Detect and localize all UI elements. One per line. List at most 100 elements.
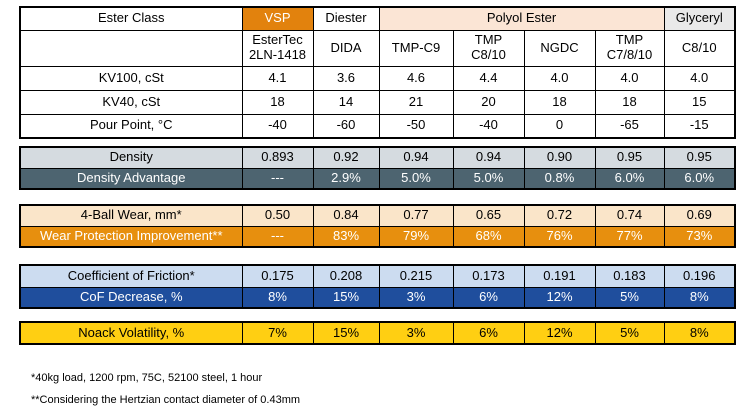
value-cell: -50 — [378, 113, 454, 139]
value-cell: 0.196 — [663, 264, 736, 288]
value-cell: 0.72 — [523, 204, 596, 227]
value-cell: 12% — [523, 286, 596, 309]
row-label: Density Advantage — [19, 167, 243, 190]
value-cell: 5% — [594, 286, 665, 309]
density-table: Density 0.893 0.92 0.94 0.94 0.90 0.95 0… — [19, 146, 736, 190]
row-label: CoF Decrease, % — [19, 286, 243, 309]
noack-volatility-row: Noack Volatility, % 7% 15% 3% 6% 12% 5% … — [19, 321, 736, 345]
footnotes: *40kg load, 1200 rpm, 75C, 52100 steel, … — [31, 367, 300, 411]
value-cell: 4.1 — [241, 65, 314, 91]
value-cell: 73% — [663, 225, 736, 248]
value-cell: 6% — [452, 286, 525, 309]
value-cell: 0.74 — [594, 204, 665, 227]
value-cell: 76% — [523, 225, 596, 248]
value-cell: 4.0 — [594, 65, 665, 91]
value-cell: 15% — [312, 321, 380, 345]
value-cell: -40 — [241, 113, 314, 139]
value-cell: 83% — [312, 225, 380, 248]
value-cell: 18 — [241, 89, 314, 115]
group-header-glyceryl: Glyceryl — [663, 6, 736, 31]
kv100-row: KV100, cSt 4.1 3.6 4.6 4.4 4.0 4.0 4.0 — [19, 65, 736, 91]
density-advantage-row: Density Advantage --- 2.9% 5.0% 5.0% 0.8… — [19, 167, 736, 190]
value-cell: 7% — [241, 321, 314, 345]
cof-decrease-row: CoF Decrease, % 8% 15% 3% 6% 12% 5% 8% — [19, 286, 736, 309]
value-cell: 4.6 — [378, 65, 454, 91]
four-ball-wear-row: 4-Ball Wear, mm* 0.50 0.84 0.77 0.65 0.7… — [19, 204, 736, 227]
value-cell: 0.95 — [594, 146, 665, 169]
coefficient-of-friction-row: Coefficient of Friction* 0.175 0.208 0.2… — [19, 264, 736, 288]
kv40-row: KV40, cSt 18 14 21 20 18 18 15 — [19, 89, 736, 115]
value-cell: -15 — [663, 113, 736, 139]
value-cell: 5.0% — [452, 167, 525, 190]
value-cell: 0.94 — [452, 146, 525, 169]
value-cell: 3% — [378, 286, 454, 309]
density-row: Density 0.893 0.92 0.94 0.94 0.90 0.95 0… — [19, 146, 736, 169]
value-cell: 8% — [663, 321, 736, 345]
footnote-test-conditions: *40kg load, 1200 rpm, 75C, 52100 steel, … — [31, 372, 263, 384]
friction-table: Coefficient of Friction* 0.175 0.208 0.2… — [19, 264, 736, 309]
value-cell: 12% — [523, 321, 596, 345]
value-cell: 0.84 — [312, 204, 380, 227]
value-cell: 5% — [594, 321, 665, 345]
product-cell: TMP-C9 — [378, 29, 454, 67]
footnote-hertzian: **Considering the Hertzian contact diame… — [31, 394, 301, 406]
value-cell: 4.0 — [523, 65, 596, 91]
value-cell: 0.191 — [523, 264, 596, 288]
value-cell: 0.69 — [663, 204, 736, 227]
pour-point-row: Pour Point, °C -40 -60 -50 -40 0 -65 -15 — [19, 113, 736, 139]
value-cell: 4.4 — [452, 65, 525, 91]
value-cell: 0.215 — [378, 264, 454, 288]
value-cell: 3.6 — [312, 65, 380, 91]
value-cell: 18 — [594, 89, 665, 115]
value-cell: 0.173 — [452, 264, 525, 288]
row-label: KV100, cSt — [19, 65, 243, 91]
row-label: Coefficient of Friction* — [19, 264, 243, 288]
value-cell: 6.0% — [594, 167, 665, 190]
value-cell: 68% — [452, 225, 525, 248]
value-cell: --- — [241, 225, 314, 248]
value-cell: 0.77 — [378, 204, 454, 227]
row-label: Density — [19, 146, 243, 169]
value-cell: 20 — [452, 89, 525, 115]
value-cell: -40 — [452, 113, 525, 139]
ester-class-header-row: Ester Class VSP Diester Polyol Ester Gly… — [19, 6, 736, 31]
value-cell: 5.0% — [378, 167, 454, 190]
empty-corner-cell — [19, 29, 243, 67]
product-header-row: EsterTec 2LN-1418 DIDA TMP-C9 TMP C8/10 … — [19, 29, 736, 67]
value-cell: 14 — [312, 89, 380, 115]
value-cell: 15 — [663, 89, 736, 115]
row-label: Noack Volatility, % — [19, 321, 243, 345]
product-cell: EsterTec 2LN-1418 — [241, 29, 314, 67]
main-properties-table: Ester Class VSP Diester Polyol Ester Gly… — [19, 6, 736, 139]
value-cell: 2.9% — [312, 167, 380, 190]
product-cell: DIDA — [312, 29, 380, 67]
value-cell: -65 — [594, 113, 665, 139]
value-cell: 79% — [378, 225, 454, 248]
row-label: KV40, cSt — [19, 89, 243, 115]
value-cell: 21 — [378, 89, 454, 115]
value-cell: 8% — [241, 286, 314, 309]
value-cell: 0.8% — [523, 167, 596, 190]
group-header-diester: Diester — [312, 6, 380, 31]
value-cell: 18 — [523, 89, 596, 115]
value-cell: 0.50 — [241, 204, 314, 227]
value-cell: 6.0% — [663, 167, 736, 190]
wear-table: 4-Ball Wear, mm* 0.50 0.84 0.77 0.65 0.7… — [19, 204, 736, 248]
product-cell: NGDC — [523, 29, 596, 67]
product-cell: C8/10 — [663, 29, 736, 67]
group-header-polyol-ester: Polyol Ester — [378, 6, 665, 31]
product-cell: TMP C7/8/10 — [594, 29, 665, 67]
value-cell: 77% — [594, 225, 665, 248]
value-cell: 0.175 — [241, 264, 314, 288]
value-cell: 0.208 — [312, 264, 380, 288]
value-cell: 4.0 — [663, 65, 736, 91]
value-cell: 8% — [663, 286, 736, 309]
value-cell: 0.65 — [452, 204, 525, 227]
value-cell: 15% — [312, 286, 380, 309]
value-cell: 3% — [378, 321, 454, 345]
value-cell: 0.893 — [241, 146, 314, 169]
row-label: Pour Point, °C — [19, 113, 243, 139]
value-cell: 0.90 — [523, 146, 596, 169]
value-cell: -60 — [312, 113, 380, 139]
